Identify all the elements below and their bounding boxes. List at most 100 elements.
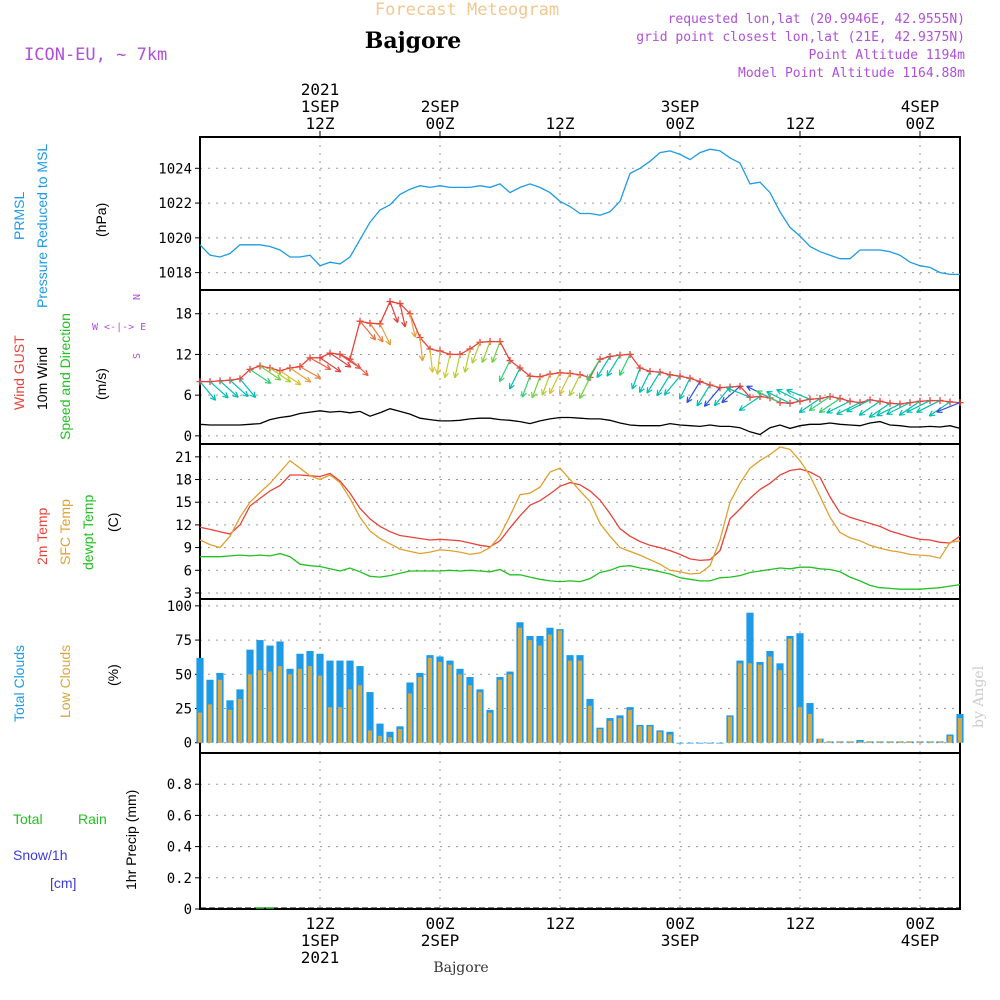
low-cloud-bar: [468, 685, 472, 743]
wind-arrow: [481, 341, 491, 364]
y-tick-label: 0: [184, 429, 192, 445]
y-tick-label: 1020: [158, 231, 192, 247]
low-cloud-bar: [198, 712, 202, 743]
wind-arrow: [679, 377, 691, 400]
time-label-top: 12Z: [546, 114, 575, 133]
low-cloud-bar: [598, 729, 602, 743]
gust-line: [200, 300, 961, 405]
low-cloud-bar: [418, 677, 422, 743]
point-altitude: Point Altitude 1194m: [808, 48, 965, 63]
low-cloud-bar: [248, 674, 252, 743]
wind-arrow: [786, 388, 811, 400]
low-cloud-bar: [238, 698, 242, 743]
y-tick-label: 3: [184, 586, 192, 602]
compass-s: S: [132, 353, 143, 359]
wind-arrow: [409, 313, 418, 338]
low-cloud-bar: [228, 709, 232, 743]
precip-panel-labels: Total Rain Snow/1h [cm] 1hr Precip (mm): [13, 790, 139, 891]
time-label-top: 12Z: [786, 114, 815, 133]
cloud-panel-labels: Total Clouds Low Clouds (%): [11, 645, 121, 722]
low-cloud-bar: [888, 741, 892, 743]
low-cloud-bar: [838, 741, 842, 743]
wind-unit: (m/s): [93, 368, 109, 400]
low-cloud-bar: [328, 707, 332, 743]
low-cloud-bar: [448, 664, 452, 743]
low-cloud-bar: [488, 712, 492, 743]
wind-arrow: [586, 358, 601, 381]
wind-arrow: [579, 377, 591, 400]
time-label-bottom: 00Z: [426, 914, 455, 933]
temp-dewpoint-line: [200, 552, 961, 590]
wind-arrow: [846, 399, 871, 413]
y-tick-label: 1018: [158, 266, 192, 282]
low-cloud-bar: [298, 668, 302, 743]
total-cloud-bar: [196, 657, 204, 743]
wind-arrow: [452, 354, 461, 379]
total-cloud-bar: [686, 742, 694, 744]
wind-arrow: [686, 381, 701, 404]
pressure-panel-labels: PRMSL Pressure Reduced to MSL (hPa): [11, 144, 109, 308]
low-cloud-bar: [868, 741, 872, 743]
wind-arrow: [696, 384, 711, 407]
y-tick-label: 0.8: [167, 777, 192, 793]
y-tick-label: 9: [184, 541, 192, 557]
gust-marker: [336, 350, 344, 358]
precip-bar: [266, 907, 274, 909]
low-cloud-bar: [398, 729, 402, 743]
y-tick-label: 0.2: [167, 871, 192, 887]
gust-marker: [886, 399, 894, 407]
panel-frame: [199, 443, 961, 600]
wind-arrow: [936, 402, 961, 413]
gust-marker: [236, 375, 244, 383]
gust-marker: [866, 396, 874, 404]
low-cloud-bar: [378, 735, 382, 743]
product-title: Forecast Meteogram: [375, 0, 559, 20]
low-cloud-bar: [798, 707, 802, 743]
data-lines: [199, 148, 961, 590]
low-cloud-bar: [748, 663, 752, 743]
gust-marker: [316, 354, 324, 362]
wind-arrow: [209, 381, 229, 399]
wind-arrow: [442, 354, 451, 379]
wind-arrow: [239, 378, 257, 399]
wind-arrow: [299, 366, 322, 379]
wind-arrow: [639, 371, 651, 393]
precip-bar: [256, 907, 264, 909]
wind-arrow: [776, 388, 801, 402]
low-cloud-bar: [548, 634, 552, 743]
wind-arrow: [289, 367, 312, 383]
y-tick-label: 6: [184, 388, 192, 404]
low-cloud-bar: [528, 640, 532, 743]
temp-panel-labels: 2m Temp SFC Temp dewpt Temp (C): [34, 495, 121, 570]
y-tick-label: 75: [175, 633, 192, 649]
y-tick-label: 1022: [158, 196, 192, 212]
wind-arrow: [259, 365, 282, 381]
low-cloud-bar: [618, 718, 622, 743]
total-cloud-bar: [716, 742, 724, 744]
pressure-unit: (hPa): [93, 203, 109, 237]
low-cloud-bar: [758, 664, 762, 743]
temp-label: 2m Temp: [34, 507, 50, 565]
low-cloud-bar: [648, 726, 652, 743]
y-tick-label: 25: [175, 702, 192, 718]
low-cloud-bar: [428, 657, 432, 743]
wind-arrow: [916, 400, 941, 413]
time-label-bottom: 2021: [301, 948, 340, 967]
gust-marker: [776, 399, 784, 407]
wind-arrow: [721, 385, 741, 404]
prmsl-label: PRMSL: [11, 192, 27, 240]
low-cloud-bar: [508, 674, 512, 743]
low-cloud-bar: [728, 716, 732, 743]
snow-label: Snow/1h: [13, 847, 67, 863]
wind-arrow: [766, 390, 791, 404]
low-cloud-bar: [278, 666, 282, 743]
wind-arrow: [826, 400, 851, 414]
y-tick-label: 12: [175, 347, 192, 363]
gust-marker: [836, 395, 844, 403]
low-cloud-bar: [588, 705, 592, 743]
gust-marker: [246, 365, 254, 373]
wind-arrow: [249, 368, 272, 385]
gust-marker: [796, 397, 804, 405]
total-cloud-bar: [326, 660, 334, 743]
